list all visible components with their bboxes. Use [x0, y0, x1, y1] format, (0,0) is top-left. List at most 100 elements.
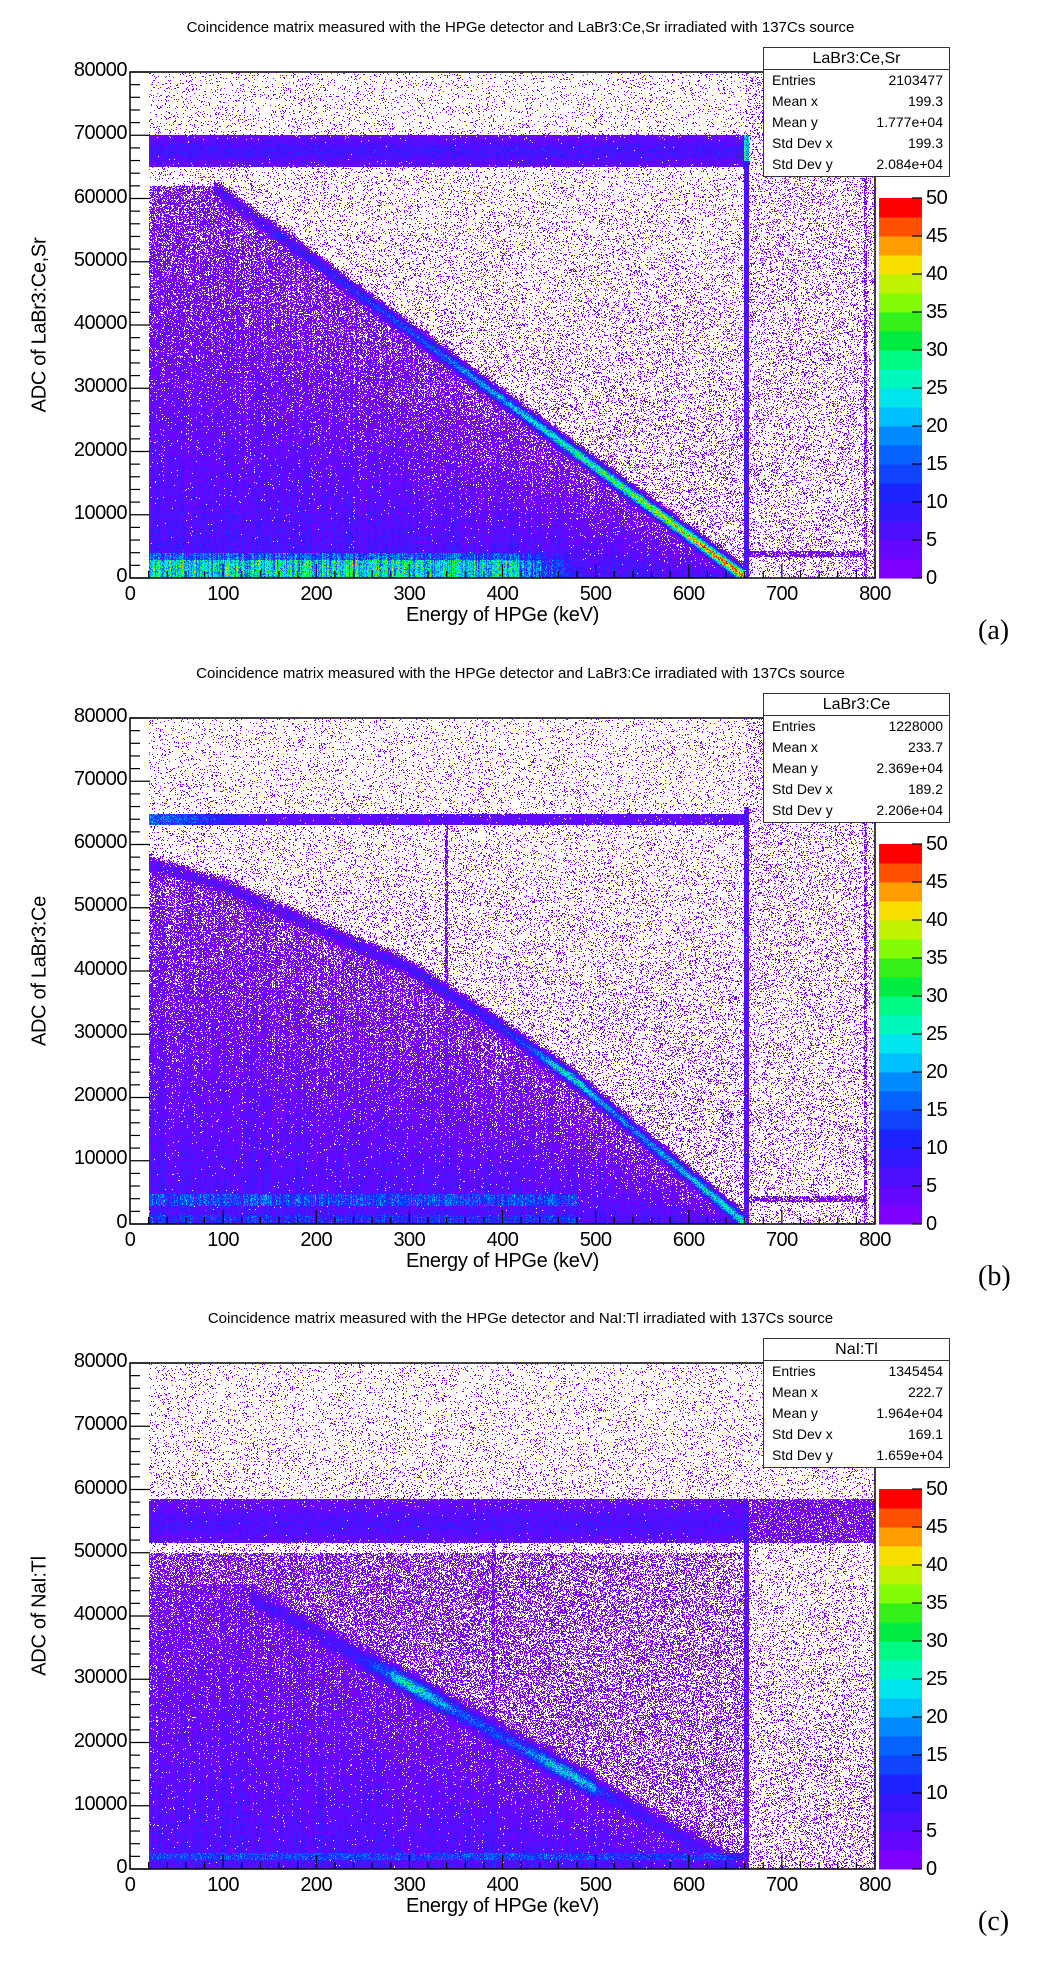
colorbar-tick-label: 10 [926, 1783, 947, 1803]
colorbar-level [879, 293, 922, 313]
colorbar-tick-label: 0 [926, 1859, 937, 1879]
colorbar-tick-label: 45 [926, 226, 947, 246]
x-tick-label: 600 [673, 1230, 705, 1250]
panel-b: Coincidence matrix measured with the HPG… [0, 646, 1041, 1291]
y-tick-label: 80000 [74, 706, 127, 726]
colorbar-tick-label: 40 [926, 264, 947, 284]
y-axis-label: ADC of LaBr3:Ce,Sr [29, 238, 52, 413]
colorbar-level [879, 1717, 922, 1737]
x-tick-label: 300 [393, 1875, 425, 1895]
colorbar-level [879, 1850, 922, 1870]
stats-row: Entries 2103477 [764, 70, 949, 91]
y-tick-label: 0 [116, 1857, 127, 1877]
y-tick-label: 50000 [74, 250, 127, 270]
y-axis-label: ADC of NaI:Tl [29, 1556, 52, 1675]
stats-value: 2.206e+04 [876, 800, 943, 821]
stats-row: Entries 1345454 [764, 1361, 949, 1382]
colorbar-tick-label: 20 [926, 1062, 947, 1082]
stats-row: Std Dev y 2.206e+04 [764, 800, 949, 821]
colorbar-level [879, 464, 922, 484]
stats-row: Mean y 2.369e+04 [764, 758, 949, 779]
y-tick-label: 70000 [74, 769, 127, 789]
y-tick-label: 10000 [74, 1148, 127, 1168]
colorbar-level [879, 1736, 922, 1756]
colorbar-tick-label: 15 [926, 454, 947, 474]
stats-value: 189.2 [908, 779, 943, 800]
colorbar-level [879, 312, 922, 332]
colorbar-tick-label: 40 [926, 910, 947, 930]
stats-value: 169.1 [908, 1424, 943, 1445]
colorbar-tick-label: 45 [926, 1517, 947, 1537]
x-tick-label: 600 [673, 1875, 705, 1895]
colorbar-tick-label: 0 [926, 1214, 937, 1234]
colorbar-level [879, 1698, 922, 1718]
x-tick-label: 200 [300, 584, 332, 604]
y-tick-label: 50000 [74, 1541, 127, 1561]
x-tick-label: 400 [487, 1230, 519, 1250]
colorbar-level [879, 958, 922, 978]
stats-name: NaI:Tl [764, 1339, 949, 1361]
stats-key: Std Dev x [772, 133, 833, 154]
colorbar-tick-label: 20 [926, 416, 947, 436]
colorbar-level [879, 844, 922, 864]
y-tick-label: 70000 [74, 123, 127, 143]
colorbar-level [879, 882, 922, 902]
colorbar-tick-label: 50 [926, 1479, 947, 1499]
stats-row: Std Dev x 189.2 [764, 779, 949, 800]
y-tick-label: 40000 [74, 313, 127, 333]
x-tick-label: 200 [300, 1230, 332, 1250]
stats-box: LaBr3:Ce Entries 1228000 Mean x 233.7 Mean y 2… [763, 693, 950, 823]
colorbar-tick-label: 5 [926, 1821, 937, 1841]
stats-row: Mean x 199.3 [764, 91, 949, 112]
colorbar-level [879, 236, 922, 256]
x-tick-label: 300 [393, 1230, 425, 1250]
colorbar-tick-label: 50 [926, 188, 947, 208]
stats-key: Std Dev y [772, 154, 833, 175]
x-tick-label: 300 [393, 584, 425, 604]
x-axis-label: Energy of HPGe (keV) [130, 1895, 875, 1918]
colorbar-level [879, 1641, 922, 1661]
y-tick-label: 20000 [74, 1731, 127, 1751]
x-tick-label: 400 [487, 1875, 519, 1895]
colorbar-tick-label: 15 [926, 1100, 947, 1120]
stats-value: 2103477 [888, 70, 943, 91]
colorbar-tick-label: 20 [926, 1707, 947, 1727]
colorbar-level [879, 1186, 922, 1206]
stats-value: 199.3 [908, 133, 943, 154]
stats-row: Mean x 233.7 [764, 737, 949, 758]
stats-name: LaBr3:Ce [764, 694, 949, 716]
colorbar-level [879, 274, 922, 294]
colorbar-level [879, 483, 922, 503]
colorbar-level [879, 1129, 922, 1149]
colorbar-level [879, 1755, 922, 1775]
stats-row: Mean y 1.777e+04 [764, 112, 949, 133]
colorbar-tick-label: 50 [926, 834, 947, 854]
y-tick-label: 60000 [74, 832, 127, 852]
colorbar-level [879, 863, 922, 883]
x-tick-label: 0 [125, 1230, 136, 1250]
y-tick-label: 0 [116, 566, 127, 586]
y-tick-label: 20000 [74, 1085, 127, 1105]
y-tick-label: 30000 [74, 1022, 127, 1042]
colorbar-level [879, 1167, 922, 1187]
colorbar-level [879, 1831, 922, 1851]
x-tick-label: 0 [125, 584, 136, 604]
colorbar-tick-label: 25 [926, 1669, 947, 1689]
stats-row: Std Dev x 169.1 [764, 1424, 949, 1445]
stats-row: Std Dev y 2.084e+04 [764, 154, 949, 175]
stats-key: Mean y [772, 112, 818, 133]
colorbar-tick-label: 25 [926, 1024, 947, 1044]
x-tick-label: 500 [580, 1230, 612, 1250]
y-tick-label: 40000 [74, 959, 127, 979]
colorbar-level [879, 1565, 922, 1585]
stats-value: 1.964e+04 [876, 1403, 943, 1424]
x-tick-label: 0 [125, 1875, 136, 1895]
colorbar-tick-label: 35 [926, 302, 947, 322]
colorbar-level [879, 521, 922, 541]
y-tick-label: 30000 [74, 1667, 127, 1687]
stats-value: 1345454 [888, 1361, 943, 1382]
stats-row: Std Dev y 1.659e+04 [764, 1445, 949, 1466]
stats-value: 222.7 [908, 1382, 943, 1403]
colorbar-level [879, 1034, 922, 1054]
x-tick-label: 100 [207, 1230, 239, 1250]
